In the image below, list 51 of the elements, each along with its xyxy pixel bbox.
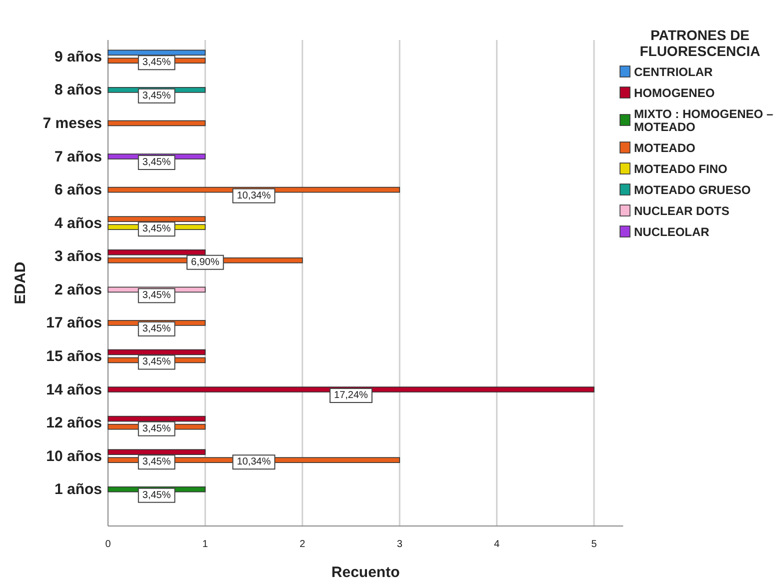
bar bbox=[108, 449, 206, 455]
y-tick-label: 4 años bbox=[54, 214, 102, 232]
annotation: 3,45% bbox=[142, 456, 171, 468]
annotation: 10,34% bbox=[236, 190, 271, 202]
y-tick-label: 6 años bbox=[54, 182, 102, 199]
y-tick-label: 7 meses bbox=[42, 115, 102, 132]
annotation: 6,90% bbox=[191, 256, 220, 268]
x-tick-label: 0 bbox=[105, 539, 112, 550]
legend-label: NUCLEOLAR bbox=[634, 225, 710, 239]
legend-label: NUCLEAR DOTS bbox=[634, 204, 730, 218]
y-axis-title: EDAD bbox=[12, 262, 29, 304]
x-tick-label: 1 bbox=[202, 539, 208, 550]
annotation: 3,45% bbox=[142, 356, 171, 368]
annotation: 3,45% bbox=[142, 90, 171, 102]
y-tick-label: 12 años bbox=[46, 414, 102, 432]
x-tick-label: 2 bbox=[300, 539, 306, 550]
legend-title: PATRONES DE FLUORESCENCIA bbox=[640, 27, 760, 59]
y-tick-label: 17 años bbox=[46, 314, 102, 332]
y-tick-label: 7 años bbox=[54, 148, 102, 166]
y-tick-label: 9 años bbox=[54, 48, 102, 66]
legend-label: MIXTO : HOMOGENEO – MOTEADO bbox=[634, 107, 774, 134]
annotation: 3,45% bbox=[142, 290, 171, 302]
legend-label: MOTEADO FINO bbox=[634, 162, 728, 176]
annotation: 3,45% bbox=[142, 323, 171, 334]
y-tick-label: 2 años bbox=[54, 281, 102, 298]
x-tick-label: 4 bbox=[494, 539, 500, 550]
annotation: 3,45% bbox=[142, 224, 171, 235]
bar bbox=[108, 120, 206, 126]
x-tick-label: 5 bbox=[591, 539, 598, 550]
bar bbox=[108, 416, 206, 422]
y-tick-label: 14 años bbox=[46, 381, 102, 398]
annotation: 3,45% bbox=[142, 57, 171, 68]
y-tick-label: 1 años bbox=[54, 481, 102, 498]
y-tick-label: 8 años bbox=[54, 82, 102, 99]
y-tick-label: 10 años bbox=[46, 448, 102, 465]
bar bbox=[108, 349, 206, 356]
x-tick-label: 3 bbox=[396, 539, 403, 550]
bar bbox=[108, 249, 206, 256]
annotation: 3,45% bbox=[142, 423, 171, 434]
x-axis-title: Recuento bbox=[331, 564, 400, 581]
annotation: 10,34% bbox=[236, 456, 271, 468]
annotation: 3,45% bbox=[142, 157, 171, 168]
annotation: 17,24% bbox=[334, 390, 368, 401]
legend-label: MOTEADO GRUESO bbox=[634, 183, 751, 197]
legend-label: HOMOGENEO bbox=[634, 86, 715, 100]
annotation: 3,45% bbox=[142, 490, 171, 501]
bar bbox=[108, 50, 206, 56]
legend-label: MOTEADO bbox=[634, 141, 696, 155]
legend-label: CENTRIOLAR bbox=[634, 65, 713, 79]
y-tick-label: 15 años bbox=[46, 348, 102, 366]
y-tick-label: 3 años bbox=[54, 248, 102, 266]
